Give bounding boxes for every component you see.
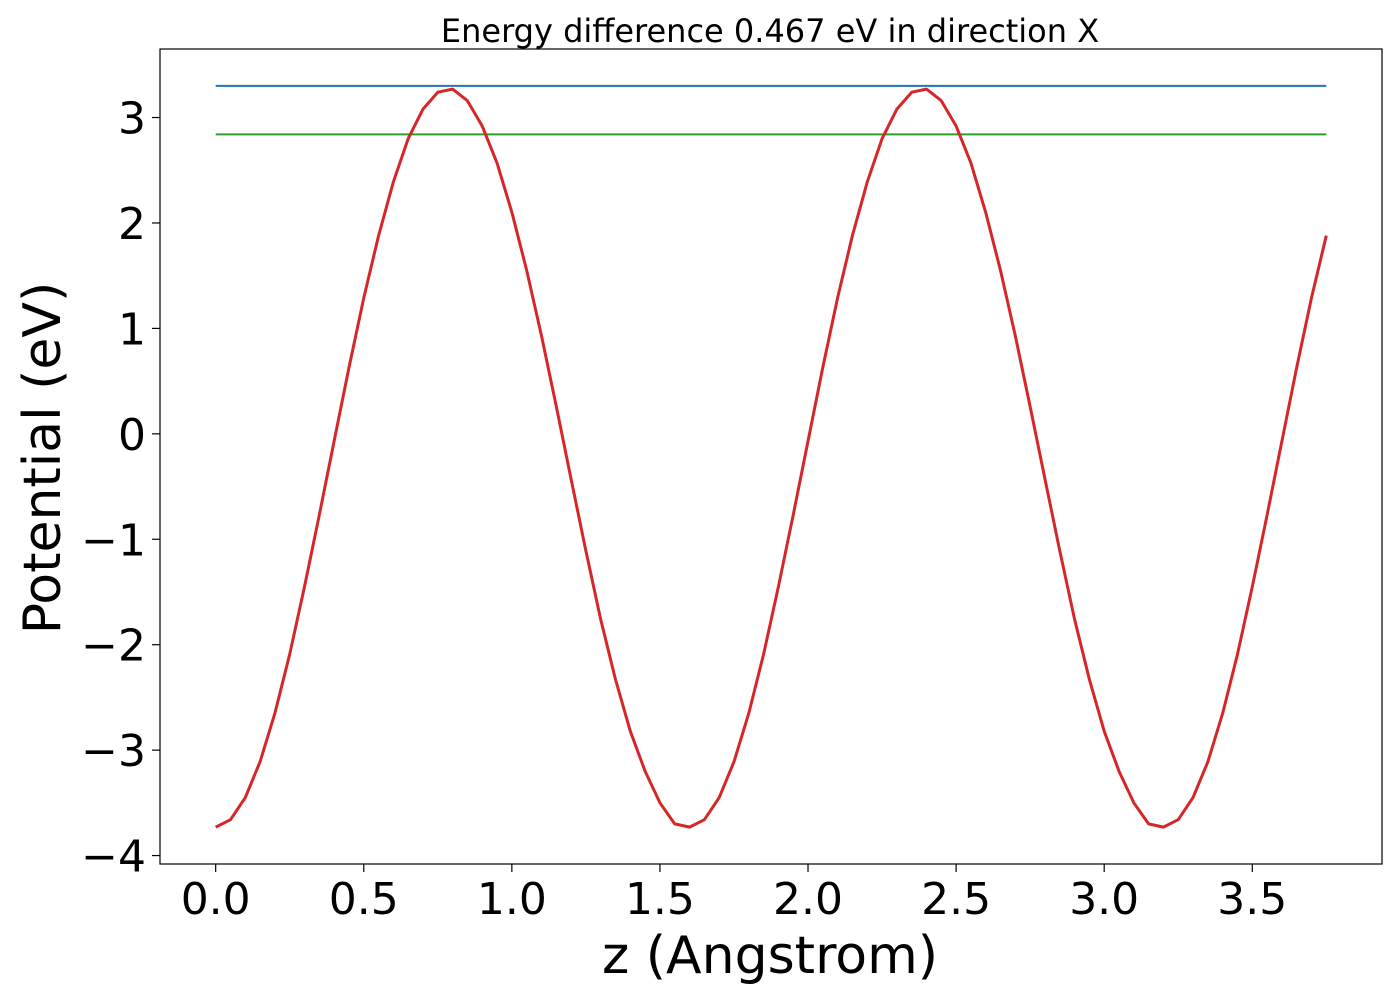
y-tick-label-6: 2 xyxy=(118,199,146,250)
chart-title: Energy difference 0.467 eV in direction … xyxy=(441,12,1099,50)
y-tick-label-4: 0 xyxy=(118,410,146,461)
x-tick-label-5: 2.5 xyxy=(921,874,991,925)
series-line-2 xyxy=(215,87,1328,829)
x-axis-label: z (Angstrom) xyxy=(602,926,938,986)
x-tick-label-3: 1.5 xyxy=(625,874,695,925)
x-tick-label-0: 0.0 xyxy=(181,874,251,925)
x-tick-label-2: 1.0 xyxy=(477,874,547,925)
y-tick-label-2: −2 xyxy=(81,621,146,672)
y-tick-label-5: 1 xyxy=(118,304,146,355)
y-tick-label-3: −1 xyxy=(81,515,146,566)
x-tick-label-1: 0.5 xyxy=(329,874,399,925)
x-tick-label-6: 3.0 xyxy=(1069,874,1139,925)
y-tick-label-0: −4 xyxy=(81,832,146,883)
axes-frame xyxy=(159,48,1383,865)
y-tick-label-1: −3 xyxy=(81,726,146,777)
y-axis-label: Potential (eV) xyxy=(13,282,73,634)
y-tick-label-7: 3 xyxy=(118,94,146,145)
plot-area: 0.0 0.5 1.0 1.5 2.0 2.5 3.0 3.5 −4 −3 −2 −1 0 1 2 3 xyxy=(81,48,1383,925)
x-tick-label-4: 2.0 xyxy=(773,874,843,925)
x-tick-label-7: 3.5 xyxy=(1217,874,1287,925)
